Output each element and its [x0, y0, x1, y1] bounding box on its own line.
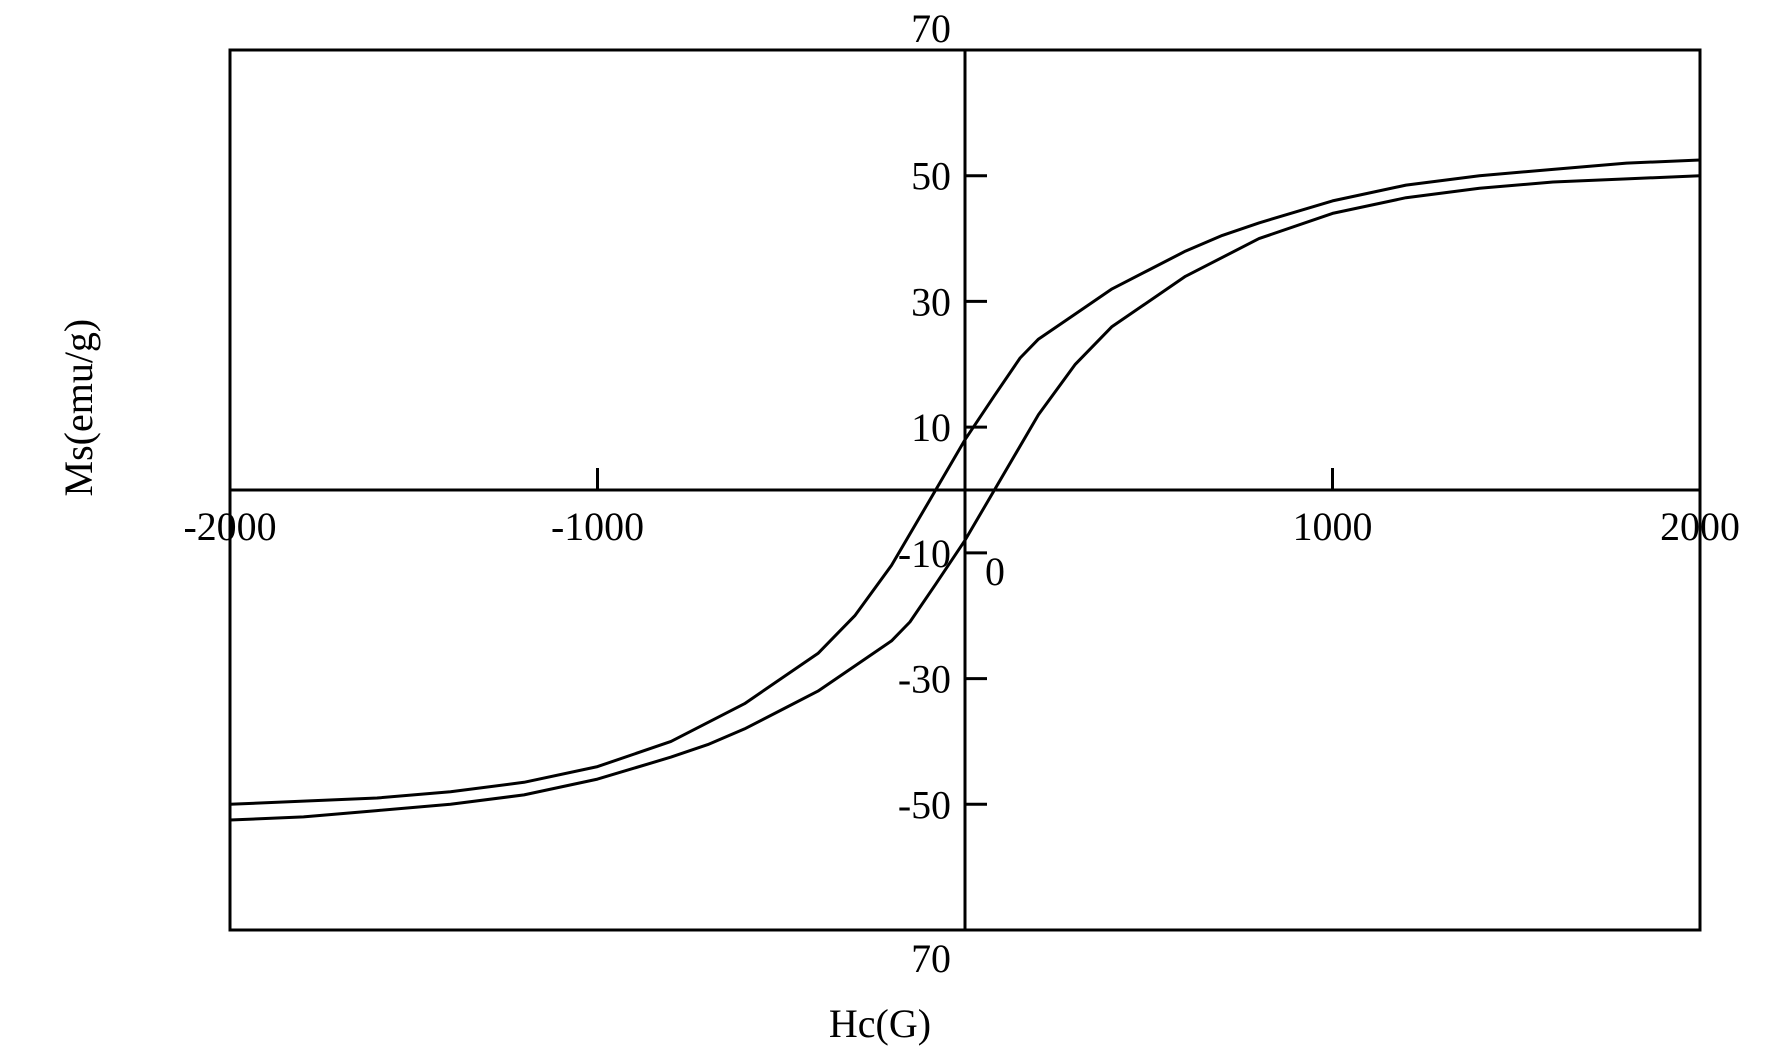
x-axis-label: Hc(G): [829, 1000, 931, 1047]
x-tick-label: 1000: [1293, 504, 1373, 549]
x-tick-label: 2000: [1660, 504, 1740, 549]
y-tick-label: -50: [898, 782, 951, 827]
x-tick-label: 0: [985, 549, 1005, 594]
chart-stage: -2000 -1000 0 1000 2000 70 -50 -30 -10 10 30 50 70 M…: [0, 0, 1771, 1063]
y-tick-label: 50: [911, 154, 951, 199]
x-tick-label: -1000: [551, 504, 644, 549]
y-tick-label: 10: [911, 405, 951, 450]
y-axis-label: Ms(emu/g): [55, 319, 102, 497]
x-tick-label: -2000: [183, 504, 276, 549]
y-tick-label: -30: [898, 657, 951, 702]
y-tick-label: 30: [911, 279, 951, 324]
y-tick-label: -10: [898, 531, 951, 576]
y-tick-label: 70: [911, 936, 951, 981]
y-tick-label: 70: [911, 6, 951, 51]
hysteresis-chart: -2000 -1000 0 1000 2000 70 -50 -30 -10 10 30 50 70: [0, 0, 1771, 1063]
